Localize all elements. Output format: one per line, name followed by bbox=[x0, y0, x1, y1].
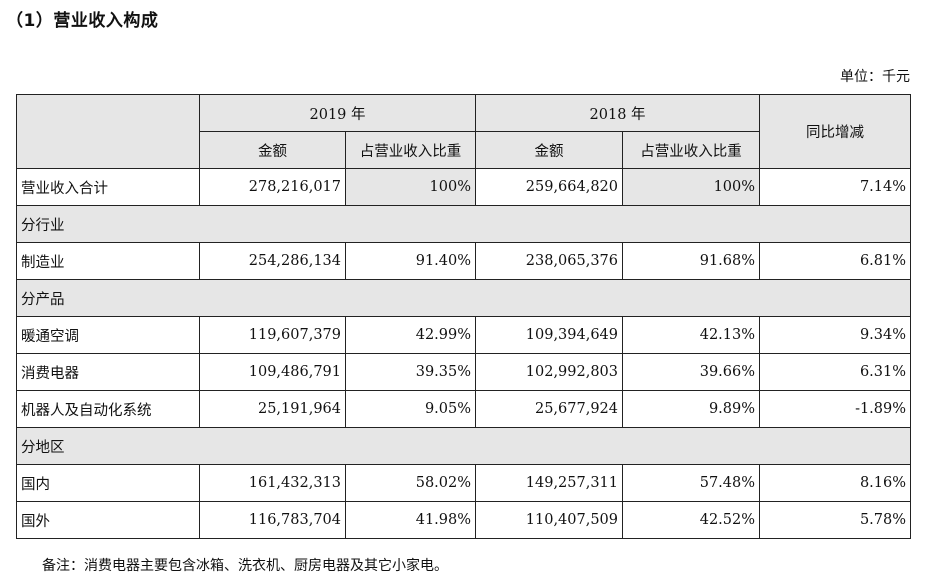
section-row-product: 分产品 bbox=[15, 279, 912, 317]
amount-2019: 25,191,964 bbox=[199, 390, 346, 428]
share-2018: 9.89% bbox=[622, 390, 761, 428]
share-2018: 39.66% bbox=[622, 353, 761, 391]
table-row-robotics: 机器人及自动化系统 25,191,964 9.05% 25,677,924 9.… bbox=[16, 390, 912, 428]
amount-2018: 102,992,803 bbox=[475, 353, 624, 391]
share-2019: 91.40% bbox=[344, 242, 477, 280]
table-row-manufacturing: 制造业 254,286,134 91.40% 238,065,376 91.68… bbox=[16, 242, 912, 280]
section-title: （1）营业收入构成 bbox=[6, 11, 159, 31]
table-row-total: 营业收入合计 278,216,017 100% 259,664,820 100%… bbox=[16, 168, 912, 206]
yoy-change: 7.14% bbox=[759, 168, 912, 206]
table-row-overseas: 国外 116,783,704 41.98% 110,407,509 42.52%… bbox=[16, 501, 912, 539]
header-share-2018: 占营业收入比重 bbox=[622, 131, 761, 169]
table-row-consumer: 消费电器 109,486,791 39.35% 102,992,803 39.6… bbox=[16, 353, 912, 391]
header-share-2019: 占营业收入比重 bbox=[344, 131, 477, 169]
share-2019: 9.05% bbox=[344, 390, 477, 428]
footnote: 备注：消费电器主要包含冰箱、洗衣机、厨房电器及其它小家电。 bbox=[42, 558, 448, 574]
header-2018: 2018 年 bbox=[475, 94, 761, 132]
yoy-change: -1.89% bbox=[759, 390, 912, 428]
header-blank-cell bbox=[16, 94, 200, 169]
share-2019: 41.98% bbox=[344, 501, 477, 539]
unit-label: 单位：千元 bbox=[840, 69, 910, 85]
share-2019: 100% bbox=[344, 168, 477, 206]
amount-2019: 109,486,791 bbox=[199, 353, 346, 391]
share-2019: 39.35% bbox=[344, 353, 477, 391]
amount-2018: 109,394,649 bbox=[475, 316, 624, 354]
header-amount-2018: 金额 bbox=[475, 131, 624, 169]
amount-2019: 119,607,379 bbox=[199, 316, 346, 354]
amount-2018: 238,065,376 bbox=[475, 242, 624, 280]
section-row-industry: 分行业 bbox=[15, 205, 912, 243]
section-label: 分地区 bbox=[15, 427, 912, 465]
amount-2018: 25,677,924 bbox=[475, 390, 624, 428]
share-2019: 58.02% bbox=[344, 464, 477, 502]
table-row-domestic: 国内 161,432,313 58.02% 149,257,311 57.48%… bbox=[16, 464, 912, 502]
header-row-years: 2019 年 2018 年 同比增减 bbox=[16, 94, 912, 169]
amount-2019: 116,783,704 bbox=[199, 501, 346, 539]
amount-2018: 149,257,311 bbox=[475, 464, 624, 502]
row-label: 机器人及自动化系统 bbox=[16, 390, 200, 428]
header-yoy: 同比增减 bbox=[759, 94, 912, 169]
share-2018: 57.48% bbox=[622, 464, 761, 502]
yoy-change: 9.34% bbox=[759, 316, 912, 354]
row-label: 暖通空调 bbox=[16, 316, 200, 354]
revenue-table: 2019 年 2018 年 同比增减 金额 占营业收入比重 金额 占营业收入比重… bbox=[15, 94, 912, 539]
share-2018: 42.13% bbox=[622, 316, 761, 354]
row-label: 营业收入合计 bbox=[16, 168, 200, 206]
row-label: 消费电器 bbox=[16, 353, 200, 391]
yoy-change: 6.81% bbox=[759, 242, 912, 280]
amount-2019: 278,216,017 bbox=[199, 168, 346, 206]
amount-2019: 161,432,313 bbox=[199, 464, 346, 502]
amount-2019: 254,286,134 bbox=[199, 242, 346, 280]
header-2019: 2019 年 bbox=[198, 94, 477, 132]
header-row-metrics: 金额 占营业收入比重 金额 占营业收入比重 bbox=[17, 131, 911, 169]
section-label: 分行业 bbox=[15, 205, 912, 243]
amount-2018: 110,407,509 bbox=[475, 501, 624, 539]
yoy-change: 8.16% bbox=[759, 464, 912, 502]
row-label: 国内 bbox=[16, 464, 200, 502]
header-amount-2019: 金额 bbox=[199, 131, 346, 169]
share-2018: 42.52% bbox=[622, 501, 761, 539]
table-row-hvac: 暖通空调 119,607,379 42.99% 109,394,649 42.1… bbox=[16, 316, 912, 354]
section-label: 分产品 bbox=[15, 279, 912, 317]
row-label: 制造业 bbox=[16, 242, 200, 280]
section-row-region: 分地区 bbox=[15, 427, 912, 465]
yoy-change: 6.31% bbox=[759, 353, 912, 391]
share-2018: 91.68% bbox=[622, 242, 761, 280]
share-2019: 42.99% bbox=[344, 316, 477, 354]
yoy-change: 5.78% bbox=[759, 501, 912, 539]
row-label: 国外 bbox=[16, 501, 200, 539]
amount-2018: 259,664,820 bbox=[475, 168, 624, 206]
share-2018: 100% bbox=[622, 168, 761, 206]
